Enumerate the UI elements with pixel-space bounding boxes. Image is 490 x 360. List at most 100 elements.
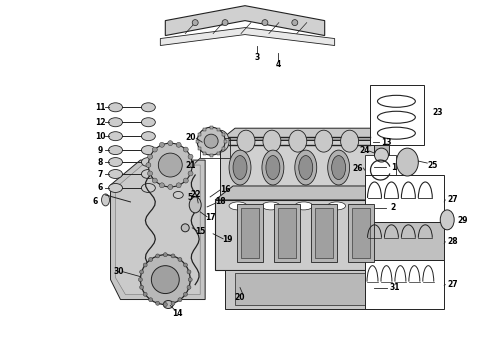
Text: 4: 4	[275, 60, 280, 69]
Text: 20: 20	[185, 133, 196, 142]
Ellipse shape	[341, 130, 359, 152]
Ellipse shape	[173, 192, 183, 198]
Ellipse shape	[233, 156, 247, 180]
Circle shape	[183, 263, 188, 267]
Text: 13: 13	[381, 138, 392, 147]
Circle shape	[171, 301, 175, 305]
Ellipse shape	[229, 150, 251, 185]
Bar	[352, 208, 369, 258]
Circle shape	[159, 142, 164, 147]
Polygon shape	[220, 128, 390, 140]
Ellipse shape	[328, 150, 349, 185]
Ellipse shape	[211, 130, 229, 152]
Bar	[347, 204, 373, 262]
Bar	[223, 140, 226, 143]
Text: 20: 20	[235, 293, 245, 302]
Ellipse shape	[266, 156, 280, 180]
Polygon shape	[235, 273, 365, 305]
Circle shape	[222, 20, 228, 26]
Bar	[196, 140, 198, 143]
Circle shape	[141, 255, 190, 305]
Text: 12: 12	[96, 118, 106, 127]
Ellipse shape	[108, 118, 122, 127]
Bar	[203, 127, 206, 131]
Circle shape	[147, 154, 152, 159]
Ellipse shape	[142, 158, 155, 167]
Text: 16: 16	[220, 185, 230, 194]
Bar	[203, 152, 206, 155]
Text: 25: 25	[427, 161, 438, 170]
Circle shape	[148, 257, 153, 261]
Text: 28: 28	[447, 237, 458, 246]
Ellipse shape	[295, 202, 313, 210]
Circle shape	[146, 163, 151, 167]
Bar	[237, 204, 263, 262]
Circle shape	[147, 171, 152, 176]
Bar	[311, 204, 337, 262]
Circle shape	[183, 178, 188, 183]
Circle shape	[143, 263, 147, 267]
Polygon shape	[160, 28, 335, 45]
Text: 22: 22	[190, 190, 200, 199]
Ellipse shape	[374, 148, 389, 162]
Text: 5: 5	[188, 193, 193, 202]
Text: 21: 21	[185, 161, 196, 170]
Text: 23: 23	[432, 108, 442, 117]
Ellipse shape	[142, 103, 155, 112]
Text: 8: 8	[98, 158, 103, 167]
Circle shape	[204, 134, 218, 148]
Ellipse shape	[108, 132, 122, 141]
Circle shape	[187, 270, 191, 274]
Text: 24: 24	[359, 145, 370, 154]
Circle shape	[183, 292, 188, 296]
Bar	[210, 154, 213, 157]
Circle shape	[148, 298, 153, 302]
Bar	[221, 147, 225, 150]
Circle shape	[151, 266, 179, 293]
Circle shape	[176, 142, 181, 147]
Ellipse shape	[108, 184, 122, 193]
Polygon shape	[215, 200, 374, 270]
Circle shape	[188, 154, 193, 159]
Circle shape	[192, 20, 198, 26]
Text: 6: 6	[93, 197, 98, 206]
Circle shape	[188, 278, 192, 282]
Bar	[315, 208, 333, 258]
Ellipse shape	[396, 148, 418, 176]
Circle shape	[168, 141, 173, 146]
Ellipse shape	[237, 130, 255, 152]
Bar	[197, 133, 200, 136]
Ellipse shape	[101, 194, 110, 206]
Circle shape	[176, 183, 181, 188]
Ellipse shape	[142, 118, 155, 127]
Polygon shape	[374, 128, 390, 195]
Bar	[365, 260, 444, 310]
Ellipse shape	[289, 130, 307, 152]
Polygon shape	[220, 140, 374, 195]
Bar	[217, 152, 220, 155]
Text: 1: 1	[391, 163, 396, 172]
Circle shape	[178, 257, 182, 261]
Polygon shape	[215, 186, 392, 200]
Ellipse shape	[142, 132, 155, 141]
Circle shape	[197, 127, 225, 155]
Ellipse shape	[142, 184, 155, 193]
Ellipse shape	[295, 150, 317, 185]
Bar	[200, 138, 230, 158]
Bar	[274, 204, 300, 262]
Text: 30: 30	[113, 267, 124, 276]
Ellipse shape	[142, 146, 155, 154]
Text: 7: 7	[98, 170, 103, 179]
Text: 6: 6	[98, 184, 103, 193]
Circle shape	[156, 254, 160, 258]
Ellipse shape	[315, 130, 333, 152]
Ellipse shape	[189, 197, 201, 213]
Bar	[365, 222, 444, 260]
Polygon shape	[374, 186, 392, 270]
Ellipse shape	[440, 210, 454, 230]
Ellipse shape	[108, 146, 122, 154]
Ellipse shape	[299, 156, 313, 180]
Polygon shape	[225, 270, 374, 310]
Text: 26: 26	[352, 163, 363, 172]
Text: 11: 11	[96, 103, 106, 112]
